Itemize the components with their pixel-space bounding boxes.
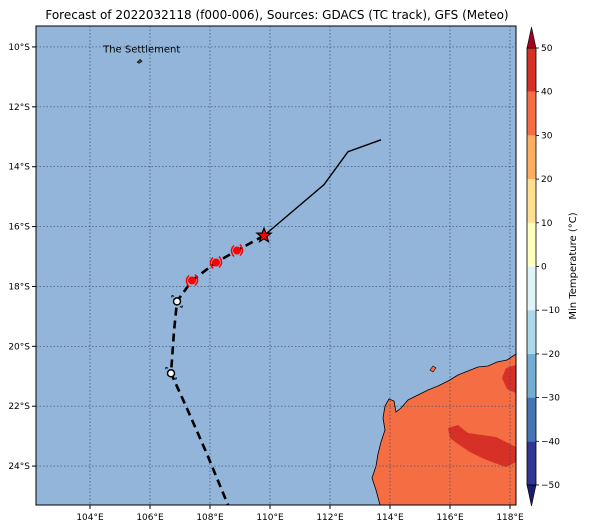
colorbar-under-arrow — [526, 484, 537, 507]
cyclone-arc — [230, 245, 235, 258]
low-symbol — [166, 369, 176, 378]
y-tick-label: 14°S — [8, 163, 30, 173]
place-label: The Settlement — [102, 44, 180, 55]
y-tick-label: 22°S — [8, 402, 30, 412]
australia-landmass — [371, 353, 516, 505]
cyclone-symbol — [233, 246, 241, 255]
x-tick-label: 106°E — [136, 513, 164, 523]
x-tick-label: 118°E — [496, 513, 524, 523]
x-tick-label: 114°E — [376, 513, 404, 523]
colorbar-tick-label: 30 — [541, 131, 553, 141]
colorbar-segment — [527, 91, 536, 136]
x-tick-label: 112°E — [316, 513, 344, 523]
cyclone-arc — [218, 256, 223, 269]
low-arc — [171, 295, 175, 298]
map-title: Forecast of 2022032118 (f000-006), Sourc… — [45, 8, 508, 22]
latitude-axis: 10°S 12°S 14°S 16°S 18°S 20°S 22°S 24°S — [8, 43, 36, 472]
past-track-line — [263, 139, 382, 237]
y-tick-label: 18°S — [8, 282, 30, 292]
colorbar-tick-label: 10 — [541, 219, 553, 229]
colorbar-tick-label: 40 — [541, 88, 553, 98]
island — [429, 365, 437, 373]
colorbar-tick-label: −20 — [541, 350, 560, 360]
colorbar-tick-label: −40 — [541, 437, 560, 447]
colorbar-segment — [527, 135, 536, 180]
low-arc — [165, 366, 169, 370]
colorbar-segment — [527, 266, 536, 311]
x-tick-label: 110°E — [256, 513, 284, 523]
cyclone-track — [165, 139, 382, 505]
temperature-colorbar: 50 40 30 20 10 0 −10 −20 −30 −40 −50 — [526, 26, 560, 507]
y-tick-label: 10°S — [8, 43, 30, 53]
colorbar-segment — [527, 397, 536, 442]
colorbar-segment — [527, 353, 536, 398]
y-tick-label: 16°S — [8, 223, 30, 233]
cyclone-arc — [185, 274, 190, 287]
map-frame — [35, 25, 517, 506]
cyclone-arc — [239, 244, 244, 257]
colorbar-tick-label: 20 — [541, 175, 553, 185]
warm-zone-inland — [448, 425, 516, 467]
warm-zone-northeast — [502, 365, 516, 393]
colorbar-over-arrow — [526, 26, 537, 49]
cyclone-arc — [194, 273, 199, 286]
y-tick-label: 24°S — [8, 462, 30, 472]
x-tick-label: 108°E — [196, 513, 224, 523]
colorbar-tick-label: −50 — [541, 481, 560, 491]
colorbar-segment — [527, 179, 536, 223]
current-position-star — [255, 226, 273, 243]
colorbar-segment — [527, 222, 536, 267]
low-arc — [173, 377, 177, 380]
colorbar-label: Min Temperature (°C) — [568, 212, 579, 319]
forecast-track-line — [169, 234, 265, 505]
x-tick-label: 116°E — [436, 513, 464, 523]
y-tick-label: 12°S — [8, 103, 30, 113]
colorbar-tick-label: 50 — [541, 44, 553, 54]
longitude-axis: 104°E 106°E 108°E 110°E 112°E 114°E 116°E 118°E — [76, 505, 524, 523]
colorbar-tick-label: −30 — [541, 394, 560, 404]
y-tick-label: 20°S — [8, 342, 30, 352]
x-tick-label: 104°E — [76, 513, 104, 523]
cyclone-symbol — [212, 258, 220, 267]
island-christmas — [136, 58, 143, 64]
colorbar-segment — [527, 441, 536, 485]
lat-lon-gridlines — [36, 26, 516, 505]
colorbar-segment — [527, 48, 536, 92]
colorbar-segment — [527, 310, 536, 354]
place-the-settlement: The Settlement — [102, 44, 180, 64]
cyclone-arc — [209, 256, 214, 269]
low-arc — [179, 305, 183, 308]
colorbar-tick-label: −10 — [541, 306, 560, 316]
colorbar-tick-label: 0 — [541, 263, 547, 273]
low-symbol — [172, 297, 182, 306]
cyclone-symbol — [188, 276, 196, 285]
